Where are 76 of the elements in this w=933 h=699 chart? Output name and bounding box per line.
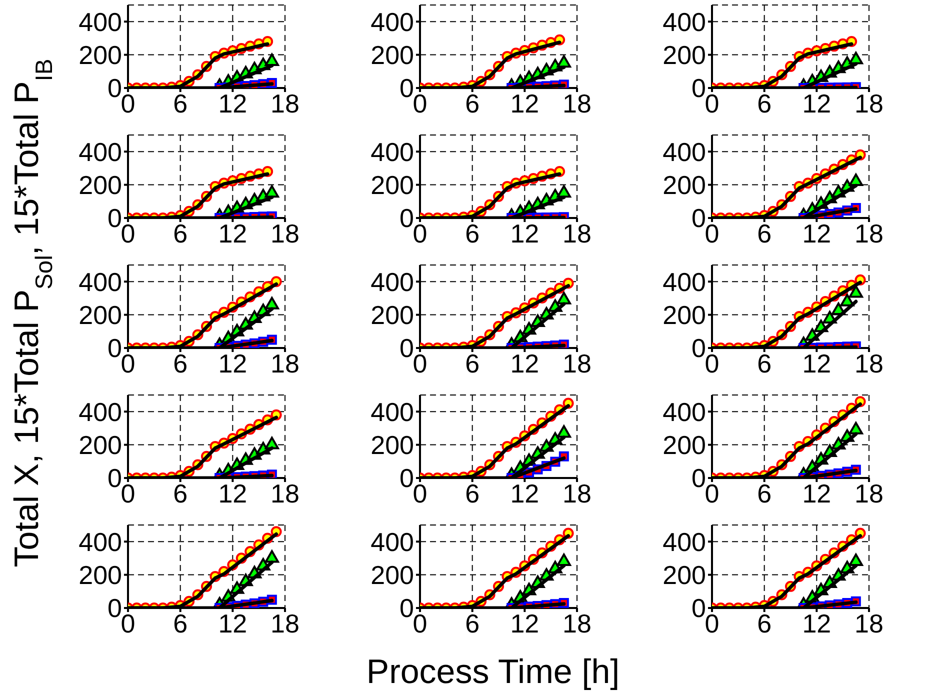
x-tick-label: 12 xyxy=(802,218,832,248)
x-tick-label: 12 xyxy=(218,348,248,378)
x-tick-label: 18 xyxy=(854,478,884,508)
x-tick-label: 12 xyxy=(218,608,248,638)
y-tick-label: 400 xyxy=(78,396,122,427)
y-tick-label: 400 xyxy=(370,6,414,37)
x-tick-label: 6 xyxy=(757,478,772,508)
y-tick-label: 400 xyxy=(78,6,122,37)
y-tick-label: 200 xyxy=(370,40,414,70)
y-tick-label: 200 xyxy=(662,560,706,590)
y-tick-label: 400 xyxy=(662,266,706,297)
y-tick-label: 400 xyxy=(78,266,122,297)
x-tick-label: 18 xyxy=(562,348,592,378)
y-tick-label: 200 xyxy=(370,430,414,460)
y-tick-label: 200 xyxy=(78,40,122,70)
x-tick-label: 18 xyxy=(562,478,592,508)
x-tick-label: 6 xyxy=(465,478,480,508)
x-tick-label: 18 xyxy=(270,608,300,638)
x-tick-label: 12 xyxy=(802,348,832,378)
x-axis-title: Process Time [h] xyxy=(366,653,620,691)
x-tick-label: 6 xyxy=(173,218,188,248)
y-tick-label: 400 xyxy=(78,526,122,557)
y-tick-label: 400 xyxy=(78,136,122,167)
y-tick-label: 200 xyxy=(78,430,122,460)
y-tick-label: 200 xyxy=(370,300,414,330)
y-tick-label: 400 xyxy=(662,136,706,167)
x-tick-label: 18 xyxy=(562,608,592,638)
x-tick-label: 12 xyxy=(510,218,540,248)
x-tick-label: 12 xyxy=(510,608,540,638)
x-tick-label: 6 xyxy=(173,88,188,118)
x-tick-label: 6 xyxy=(173,478,188,508)
x-tick-label: 12 xyxy=(802,608,832,638)
y-tick-label: 200 xyxy=(78,170,122,200)
x-tick-label: 18 xyxy=(854,608,884,638)
y-tick-label: 200 xyxy=(78,300,122,330)
y-tick-label: 200 xyxy=(662,40,706,70)
x-tick-label: 6 xyxy=(757,218,772,248)
x-tick-label: 18 xyxy=(854,88,884,118)
x-tick-label: 18 xyxy=(854,218,884,248)
y-tick-label: 400 xyxy=(370,396,414,427)
x-tick-label: 18 xyxy=(270,218,300,248)
x-tick-label: 12 xyxy=(802,88,832,118)
y-tick-label: 200 xyxy=(370,170,414,200)
y-tick-label: 200 xyxy=(662,430,706,460)
x-tick-label: 12 xyxy=(218,218,248,248)
x-tick-label: 18 xyxy=(854,348,884,378)
x-tick-label: 6 xyxy=(757,88,772,118)
x-tick-label: 6 xyxy=(173,348,188,378)
x-tick-label: 18 xyxy=(270,478,300,508)
y-tick-label: 400 xyxy=(662,526,706,557)
x-tick-label: 12 xyxy=(218,88,248,118)
y-tick-label: 200 xyxy=(78,560,122,590)
x-tick-label: 6 xyxy=(173,608,188,638)
y-tick-label: 400 xyxy=(662,6,706,37)
x-tick-label: 6 xyxy=(757,608,772,638)
x-tick-label: 12 xyxy=(510,88,540,118)
x-tick-label: 18 xyxy=(270,88,300,118)
y-tick-label: 200 xyxy=(370,560,414,590)
y-tick-label: 400 xyxy=(370,266,414,297)
y-tick-label: 400 xyxy=(370,526,414,557)
y-tick-label: 400 xyxy=(662,396,706,427)
x-tick-label: 6 xyxy=(465,88,480,118)
x-tick-label: 6 xyxy=(757,348,772,378)
x-tick-label: 6 xyxy=(465,218,480,248)
x-tick-label: 12 xyxy=(510,348,540,378)
y-tick-label: 200 xyxy=(662,170,706,200)
x-tick-label: 18 xyxy=(270,348,300,378)
y-tick-label: 200 xyxy=(662,300,706,330)
x-tick-label: 18 xyxy=(562,218,592,248)
x-tick-label: 18 xyxy=(562,88,592,118)
x-tick-label: 12 xyxy=(510,478,540,508)
x-tick-label: 6 xyxy=(465,348,480,378)
x-tick-label: 6 xyxy=(465,608,480,638)
x-tick-label: 12 xyxy=(218,478,248,508)
y-tick-label: 400 xyxy=(370,136,414,167)
x-tick-label: 12 xyxy=(802,478,832,508)
